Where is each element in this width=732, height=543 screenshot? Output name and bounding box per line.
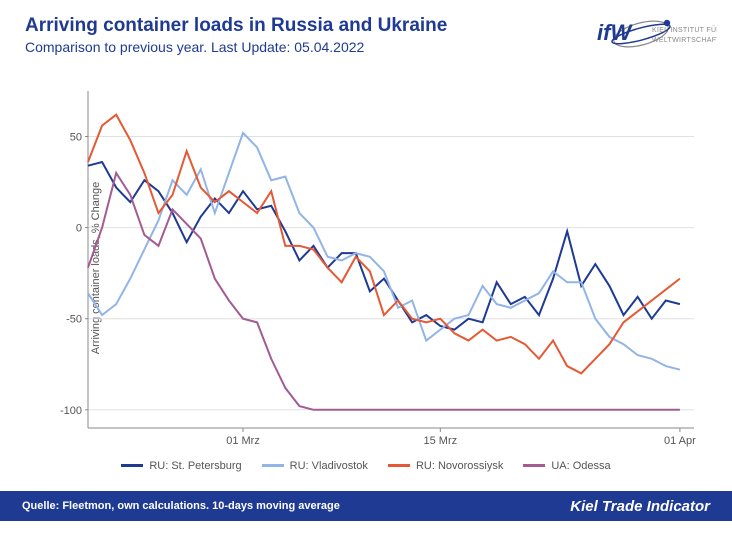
logo-brand: ifW xyxy=(597,20,633,45)
svg-text:01 Mrz: 01 Mrz xyxy=(226,435,260,447)
svg-text:01 Apr: 01 Apr xyxy=(664,435,696,447)
svg-text:50: 50 xyxy=(70,132,82,144)
legend-swatch xyxy=(121,464,143,467)
series-line xyxy=(88,162,680,330)
svg-text:0: 0 xyxy=(76,223,82,235)
chart-figure: Arriving container loads in Russia and U… xyxy=(0,0,732,543)
legend-item: RU: Novorossiysk xyxy=(388,460,503,472)
svg-text:-50: -50 xyxy=(66,314,82,326)
footer-brand: Kiel Trade Indicator xyxy=(570,498,710,515)
logo-sub1: KIEL INSTITUT FÜR xyxy=(652,26,717,34)
legend-item: RU: St. Petersburg xyxy=(121,460,241,472)
legend-swatch xyxy=(262,464,284,467)
svg-text:-100: -100 xyxy=(60,405,82,417)
series-line xyxy=(88,173,680,410)
footer-source: Quelle: Fleetmon, own calculations. 10-d… xyxy=(22,500,340,512)
series-line xyxy=(88,115,680,374)
legend-label: RU: Novorossiysk xyxy=(416,460,503,472)
legend-swatch xyxy=(523,464,545,467)
series-line xyxy=(88,133,680,370)
footer-bar: Quelle: Fleetmon, own calculations. 10-d… xyxy=(0,491,732,521)
legend: RU: St. Petersburg RU: Vladivostok RU: Nov… xyxy=(0,458,732,472)
legend-item: RU: Vladivostok xyxy=(262,460,368,472)
svg-text:15 Mrz: 15 Mrz xyxy=(424,435,458,447)
legend-label: RU: Vladivostok xyxy=(290,460,368,472)
legend-swatch xyxy=(388,464,410,467)
legend-label: RU: St. Petersburg xyxy=(149,460,241,472)
line-chart: -100 -50 0 50 01 Mrz 15 Mrz 01 Apr xyxy=(60,85,700,450)
legend-label: UA: Odessa xyxy=(551,460,610,472)
logo-sub2: WELTWIRTSCHAFT xyxy=(652,37,717,44)
ifw-logo: ifW KIEL INSTITUT FÜR WELTWIRTSCHAFT xyxy=(597,12,717,62)
legend-item: UA: Odessa xyxy=(523,460,610,472)
